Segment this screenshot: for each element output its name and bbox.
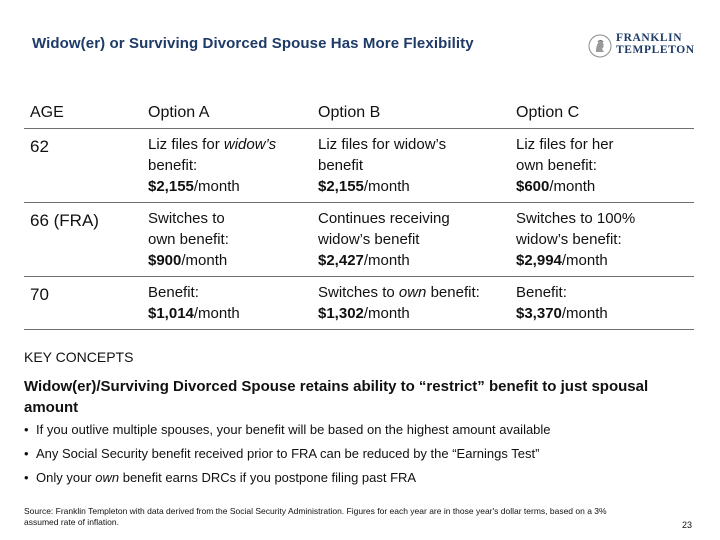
- cell-line: Benefit:: [148, 284, 199, 301]
- cell-line: Continues receiving: [318, 210, 450, 227]
- amount: $1,014/month: [148, 305, 240, 322]
- table-row-age-62: 62 Liz files for widow’s benefit: $2,155…: [24, 128, 694, 203]
- option-a-cell: Switches to own benefit: $900/month: [142, 202, 312, 277]
- option-c-cell: Benefit: $3,370/month: [510, 276, 694, 330]
- cell-line: Switches to: [148, 210, 225, 227]
- option-b-cell: Liz files for widow’s benefit $2,155/mon…: [312, 128, 510, 203]
- cell-line: widow’s benefit: [318, 231, 420, 248]
- amount: $600/month: [516, 178, 596, 195]
- option-a-cell: Liz files for widow’s benefit: $2,155/mo…: [142, 128, 312, 203]
- table-row-age-70: 70 Benefit: $1,014/month Switches to own…: [24, 276, 694, 330]
- amount: $2,427/month: [318, 252, 410, 269]
- source-footnote: Source: Franklin Templeton with data der…: [24, 506, 607, 527]
- slide-title: Widow(er) or Surviving Divorced Spouse H…: [32, 35, 474, 52]
- option-b-cell: Continues receiving widow’s benefit $2,4…: [312, 202, 510, 277]
- key-concepts-bullet-list: • If you outlive multiple spouses, your b…: [24, 421, 704, 493]
- options-table: AGE Option A Option B Option C 62 Liz fi…: [24, 96, 694, 330]
- header-option-a: Option A: [142, 96, 312, 129]
- amount: $1,302/month: [318, 305, 410, 322]
- bust-emblem-icon: [588, 34, 612, 58]
- logo-line-2: TEMPLETON: [616, 44, 695, 56]
- age-cell: 62: [24, 128, 142, 203]
- bullet-icon: •: [24, 446, 29, 461]
- option-b-cell: Switches to own benefit: $1,302/month: [312, 276, 510, 330]
- table-header-row: AGE Option A Option B Option C: [24, 96, 694, 129]
- bullet-icon: •: [24, 470, 29, 485]
- amount: $2,155/month: [148, 178, 240, 195]
- option-a-cell: Benefit: $1,014/month: [142, 276, 312, 330]
- age-cell: 70: [24, 276, 142, 330]
- cell-line: Switches to 100%: [516, 210, 636, 227]
- option-c-cell: Switches to 100% widow’s benefit: $2,994…: [510, 202, 694, 277]
- list-item: • If you outlive multiple spouses, your b…: [24, 422, 551, 437]
- key-concepts-heading: KEY CONCEPTS: [24, 349, 134, 365]
- header-age: AGE: [24, 96, 142, 129]
- cell-line: own benefit:: [516, 157, 597, 174]
- cell-line: Liz files for her: [516, 136, 614, 153]
- cell-line: widow’s benefit:: [516, 231, 622, 248]
- key-concepts-main-point: Widow(er)/Surviving Divorced Spouse reta…: [24, 378, 649, 416]
- amount: $900/month: [148, 252, 228, 269]
- header-option-c: Option C: [510, 96, 694, 129]
- franklin-templeton-logo: FRANKLIN TEMPLETON: [588, 32, 700, 62]
- age-cell: 66 (FRA): [24, 202, 142, 277]
- option-c-cell: Liz files for her own benefit: $600/mont…: [510, 128, 694, 203]
- cell-line: benefit:: [148, 157, 198, 174]
- bullet-icon: •: [24, 422, 29, 437]
- logo-line-1: FRANKLIN: [616, 32, 683, 44]
- cell-line: Benefit:: [516, 284, 567, 301]
- amount: $3,370/month: [516, 305, 608, 322]
- list-item: • Any Social Security benefit received pr…: [24, 446, 540, 461]
- cell-line: Liz files for widow’s: [318, 136, 447, 153]
- cell-line: Switches to own benefit:: [318, 284, 480, 301]
- cell-line: benefit: [318, 157, 364, 174]
- amount: $2,994/month: [516, 252, 608, 269]
- cell-line: own benefit:: [148, 231, 229, 248]
- amount: $2,155/month: [318, 178, 410, 195]
- cell-line: Liz files for widow’s: [148, 136, 277, 153]
- table-row-age-66: 66 (FRA) Switches to own benefit: $900/m…: [24, 202, 694, 277]
- header-option-b: Option B: [312, 96, 510, 129]
- list-item: • Only your own benefit earns DRCs if you…: [24, 470, 417, 485]
- page-number: 23: [681, 520, 692, 530]
